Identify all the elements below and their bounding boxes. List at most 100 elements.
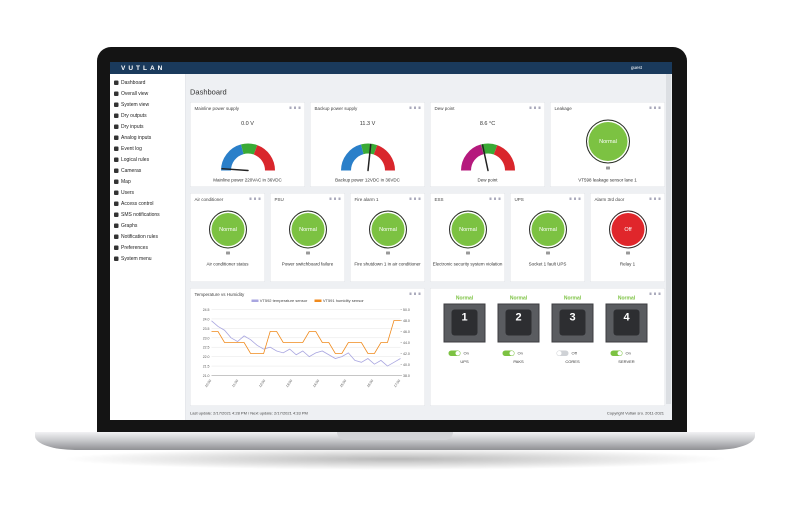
socket-name: PAKS xyxy=(513,359,524,365)
sidebar-item[interactable]: Notification rules xyxy=(114,234,158,240)
legend-item[interactable]: VT591 humidity sensor xyxy=(314,298,364,304)
sidebar-icon xyxy=(114,212,119,217)
dashboard-ui: VUTLAN guest Dashboard Overall view System… xyxy=(110,62,672,420)
sidebar-item[interactable]: Overall view xyxy=(114,91,148,97)
y-tick-label: 22.5 xyxy=(203,346,210,350)
sidebar-item[interactable]: Map xyxy=(114,179,131,185)
status-icon xyxy=(606,166,610,170)
legend-item[interactable]: VT592 temperature sensor xyxy=(251,298,308,304)
status-label: Electronic security system violation xyxy=(432,261,503,267)
sidebar-item[interactable]: SMS notifications xyxy=(114,212,160,218)
card-tools[interactable] xyxy=(409,197,421,200)
card-tools[interactable] xyxy=(649,292,661,295)
shadow xyxy=(60,448,730,470)
footer-update: Last update: 2/17/2021 4:28 PM / Next up… xyxy=(190,411,308,416)
socket-name: UPS xyxy=(460,359,469,365)
line-chart: 21.0 21.5 22.0 22.5 23.0 23.5 24.0 24.5 38.0 40.0… xyxy=(203,308,410,389)
sidebar-item[interactable]: Users xyxy=(114,190,134,196)
sidebar-item[interactable]: Access control xyxy=(114,201,154,207)
screen: VUTLAN guest Dashboard Overall view System… xyxy=(110,62,672,420)
card-tools[interactable] xyxy=(409,106,421,109)
card-tools[interactable] xyxy=(649,106,661,109)
gauge-needle xyxy=(367,143,372,172)
sidebar-icon xyxy=(114,245,119,250)
card-tools[interactable] xyxy=(649,197,661,200)
sidebar-item[interactable]: Logical rules xyxy=(114,157,149,163)
sidebar-icon xyxy=(114,80,119,85)
sidebar-item[interactable]: System view xyxy=(114,102,149,108)
legend-label: VT591 humidity sensor xyxy=(322,298,364,304)
user-menu[interactable]: guest xyxy=(630,65,642,70)
legend-label: VT592 temperature sensor xyxy=(259,298,308,304)
card: Mainline power supply 0.0 V Mainline power… xyxy=(190,102,305,187)
sidebar-icon xyxy=(114,179,119,184)
sidebar-item[interactable]: System menu xyxy=(114,256,152,262)
sidebar-item[interactable]: Dashboard xyxy=(114,80,145,86)
gauge xyxy=(461,143,515,172)
status-icon xyxy=(546,251,550,255)
card-title: Dew point xyxy=(434,106,455,111)
card-tools[interactable] xyxy=(329,197,341,200)
socket-tile[interactable]: 1 xyxy=(443,303,486,343)
page-title: Dashboard xyxy=(190,88,227,97)
socket-number: 2 xyxy=(505,309,532,336)
sidebar-item[interactable]: Analog inputs xyxy=(114,135,151,141)
card: PSU Normal Power switchboard failure xyxy=(270,193,345,282)
laptop-notch xyxy=(337,432,453,440)
sidebar-icon xyxy=(114,223,119,228)
sidebar-icon xyxy=(114,91,119,96)
socket-tile[interactable]: 4 xyxy=(605,303,648,343)
x-tick-label: 13:00 xyxy=(285,379,293,389)
socket-tile[interactable]: 2 xyxy=(497,303,540,343)
series-line xyxy=(211,320,401,367)
socket-name: CORES xyxy=(565,359,580,365)
y2-tick-label: 40.0 xyxy=(403,363,410,367)
socket-status: Normal xyxy=(509,295,528,302)
card-tools[interactable] xyxy=(249,197,261,200)
gauge-value: 11.3 V xyxy=(359,120,376,127)
card-tools[interactable] xyxy=(529,106,541,109)
toggle[interactable] xyxy=(502,350,515,356)
card-tools[interactable] xyxy=(409,292,421,295)
gauge-segment xyxy=(341,144,364,171)
header: VUTLAN guest xyxy=(110,62,672,74)
card-tools[interactable] xyxy=(489,197,501,200)
scrollbar[interactable] xyxy=(666,74,671,404)
sidebar-icon xyxy=(114,124,119,129)
gauge-label: Dew point xyxy=(477,177,498,183)
gauge-segment xyxy=(221,144,244,171)
card: Normal 1 On UPS Normal 2 On PAKS Normal 3 Off CORES… xyxy=(430,288,665,406)
sidebar: Dashboard Overall view System view Dry outp… xyxy=(110,74,186,420)
sidebar-icon xyxy=(114,157,119,162)
card-tools[interactable] xyxy=(289,106,301,109)
toggle[interactable] xyxy=(448,350,461,356)
sidebar-item[interactable]: Cameras xyxy=(114,168,141,174)
x-tick-label: 11:00 xyxy=(231,379,239,388)
status-indicator: Normal xyxy=(209,210,247,249)
sidebar-item[interactable]: Graphs xyxy=(114,223,137,229)
card: ESS Normal Electronic security system viol… xyxy=(430,193,505,282)
card-title: Mainline power supply xyxy=(194,106,240,111)
sidebar-item[interactable]: Event log xyxy=(114,146,142,152)
y2-tick-label: 38.0 xyxy=(403,374,410,378)
gauge-segment xyxy=(253,145,275,171)
sidebar-item[interactable]: Dry outputs xyxy=(114,113,147,119)
card-tools[interactable] xyxy=(569,197,581,200)
toggle-knob xyxy=(617,351,622,356)
socket-tile[interactable]: 3 xyxy=(551,303,594,343)
card-title: UPS xyxy=(514,197,524,202)
status-icon xyxy=(226,251,230,255)
toggle[interactable] xyxy=(610,350,623,356)
gauge-label: Mainline power 220VAC in 36VDC xyxy=(213,177,282,183)
toggle[interactable] xyxy=(556,350,569,356)
status-label: Power switchboard failure xyxy=(281,261,334,267)
sidebar-item[interactable]: Preferences xyxy=(114,245,148,251)
y-tick-label: 21.5 xyxy=(203,365,210,369)
logo[interactable]: VUTLAN xyxy=(121,64,166,72)
sidebar-icon xyxy=(114,146,119,151)
card: Fire alarm 1 Normal Fire shutdown 1 in air… xyxy=(350,193,425,282)
sidebar-item[interactable]: Dry inputs xyxy=(114,124,144,130)
card-title: ESS xyxy=(434,197,444,202)
x-tick-label: 15:00 xyxy=(339,379,347,389)
